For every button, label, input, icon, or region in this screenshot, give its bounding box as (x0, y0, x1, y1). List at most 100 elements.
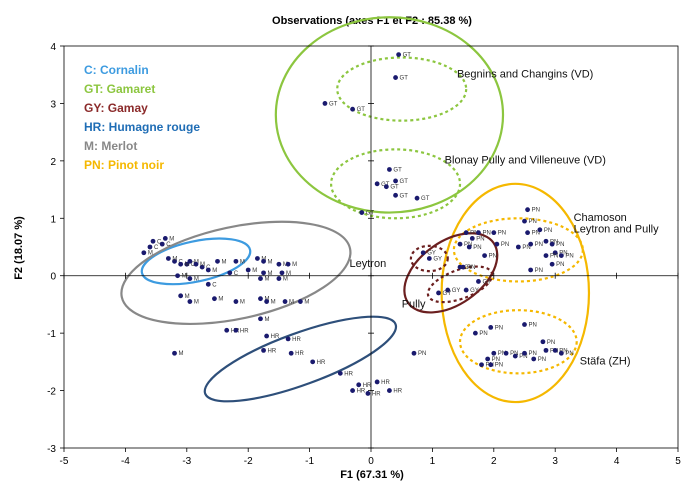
point-marker (374, 379, 380, 385)
legend-entry: GT: Gamaret (84, 82, 155, 96)
legend-entry: GY: Gamay (84, 101, 148, 115)
point-marker (549, 241, 555, 247)
point-marker (463, 230, 469, 236)
point-label: M (194, 277, 199, 283)
point-label: M (240, 259, 245, 265)
point-label: GT (357, 107, 366, 113)
data-point-m: M (297, 299, 309, 306)
axes: -5 -4 -3 -2 -1 0 1 2 3 4 5 -3 -2 -1 0 1 2 3 4 (47, 42, 681, 467)
point-label: M (268, 271, 273, 277)
point-marker (552, 347, 558, 353)
point-marker (420, 250, 426, 256)
data-point-pn: PN (549, 241, 564, 248)
point-marker (387, 388, 392, 393)
point-marker (482, 253, 487, 259)
point-label: M (304, 300, 309, 306)
point-label: PN (556, 262, 564, 268)
cluster-ellipses (120, 16, 591, 404)
point-label: PN (556, 242, 564, 248)
point-label: PN (532, 208, 540, 214)
point-marker (172, 350, 177, 356)
point-marker (522, 218, 527, 224)
point-marker (469, 235, 475, 241)
data-point-gt: GT (383, 184, 399, 191)
y-tick-label: -1 (47, 329, 56, 340)
point-label: PN (529, 323, 537, 329)
annotation-label: Begnins and Changins (VD) (457, 69, 593, 81)
point-label: PN (565, 351, 573, 357)
data-point-gt: GT (350, 106, 366, 113)
point-marker (528, 267, 534, 273)
point-marker (531, 356, 537, 362)
data-point-pn: PN (494, 241, 509, 248)
point-marker (199, 264, 205, 270)
point-label: GT (400, 179, 409, 185)
point-marker (322, 101, 328, 106)
point-label: GY (482, 279, 491, 285)
point-label: M (289, 300, 294, 306)
point-marker (525, 207, 530, 213)
data-point-pn: PN (469, 235, 485, 242)
x-tick-label: 4 (614, 456, 620, 467)
data-point-m: M (276, 261, 288, 268)
x-tick-label: -3 (182, 456, 191, 467)
point-label: PN (492, 357, 500, 363)
x-tick-label: 5 (675, 456, 681, 467)
point-marker (396, 52, 402, 58)
data-point-gt: GT (359, 210, 374, 217)
data-point-pn: PN (466, 244, 482, 251)
point-label: PN (495, 363, 503, 369)
data-point-m: M (258, 316, 269, 323)
point-label: HR (268, 348, 277, 354)
point-marker (350, 106, 355, 112)
point-marker (205, 267, 211, 273)
data-point-m: M (258, 276, 269, 283)
point-marker (393, 178, 398, 184)
point-label: PN (498, 231, 506, 237)
cluster-ellipse-12 (203, 315, 398, 403)
point-marker (436, 290, 441, 296)
point-marker (337, 370, 343, 376)
point-marker (233, 258, 239, 264)
point-marker (184, 261, 190, 267)
data-point-m: M (264, 299, 276, 306)
data-point-pn: PN (552, 347, 568, 354)
point-marker (426, 256, 432, 261)
point-marker (233, 327, 239, 333)
point-marker (543, 238, 549, 244)
y-axis-label: F2 (18.07 %) (13, 216, 25, 280)
point-label: GT (400, 193, 409, 199)
point-label: HR (372, 391, 381, 397)
data-point-m: M (162, 235, 174, 242)
point-label: HR (292, 337, 301, 343)
point-marker (279, 270, 285, 276)
point-label: GT (329, 101, 338, 107)
point-marker (387, 167, 392, 172)
data-point-gt: GT (414, 195, 430, 202)
data-point-m: M (187, 276, 199, 283)
point-label: PN (467, 265, 475, 271)
point-label: GT (390, 185, 399, 191)
point-marker (261, 347, 266, 353)
point-label: PN (547, 340, 555, 346)
data-point-hr: HR (310, 359, 326, 366)
point-marker (445, 287, 451, 293)
point-marker (558, 253, 564, 259)
point-marker (187, 299, 193, 304)
data-point-hr: HR (264, 333, 280, 340)
point-marker (411, 350, 417, 356)
data-point-gt: GT (393, 75, 408, 82)
data-point-c: C (227, 270, 239, 277)
point-marker (393, 192, 398, 198)
point-marker (245, 267, 251, 273)
annotation-label: Pully (402, 298, 426, 310)
data-point-m: M (276, 276, 288, 283)
x-tick-label: -4 (121, 456, 130, 467)
data-point-c: C (147, 244, 159, 251)
y-tick-label: -2 (47, 387, 56, 398)
data-point-hr: HR (365, 391, 381, 397)
x-axis-label: F1 (67.31 %) (340, 469, 404, 481)
annotation-label: Chamoson (574, 212, 627, 224)
